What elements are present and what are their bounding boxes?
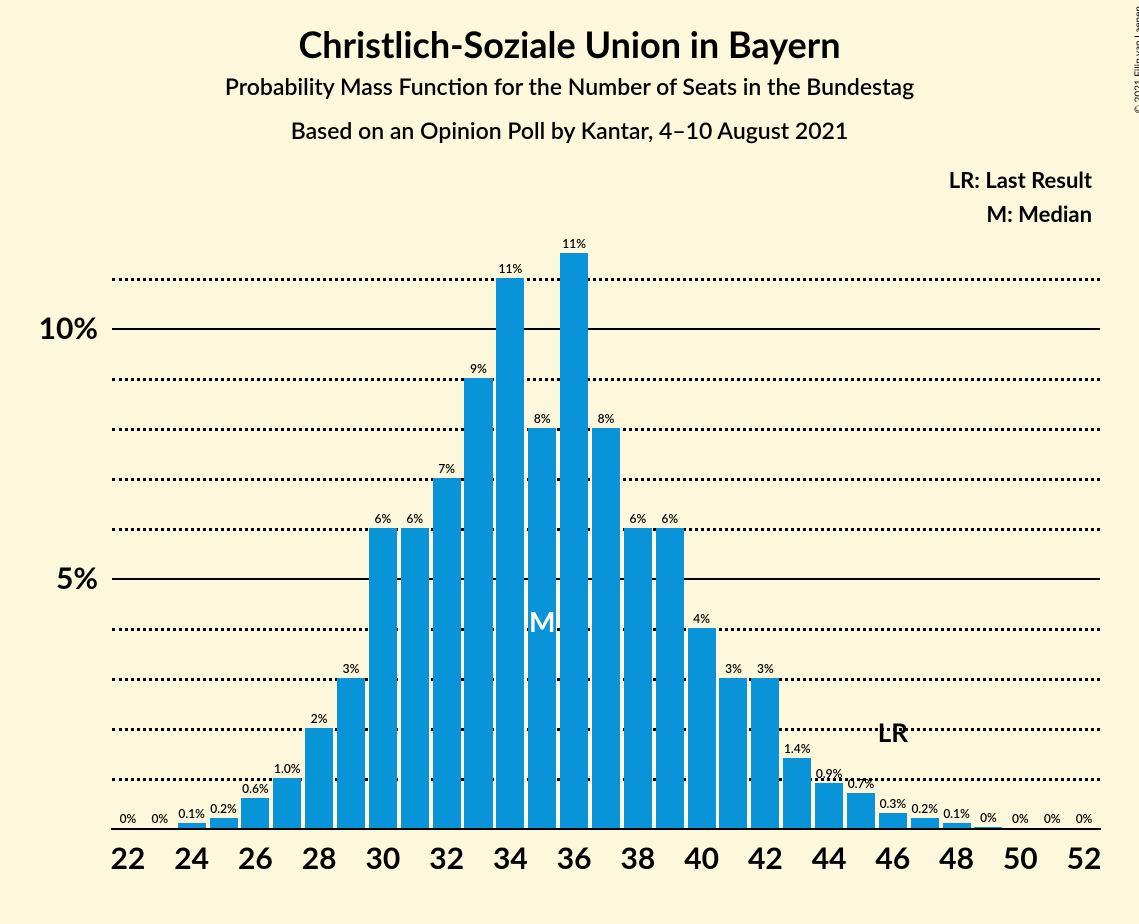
bar: 3%: [719, 678, 747, 828]
bar: 7%: [433, 478, 461, 828]
bar: 0.7%: [847, 793, 875, 828]
bar: 1.0%: [273, 778, 301, 828]
bar-value-label: 0%: [1044, 811, 1061, 828]
bar: 0%: [974, 827, 1002, 829]
x-axis-label: 36: [557, 828, 592, 876]
bar-value-label: 0.7%: [848, 776, 875, 793]
bar-value-label: 0%: [1076, 811, 1093, 828]
bar-value-label: 0.1%: [943, 806, 970, 823]
x-axis-label: 52: [1067, 828, 1102, 876]
copyright-label: © 2021 Filip van Laenen: [1132, 6, 1139, 113]
bar-value-label: 11%: [562, 236, 586, 253]
bar-value-label: 7%: [438, 461, 455, 478]
plot-area: 5%10%222426283032343638404244464850520%0…: [112, 228, 1100, 828]
x-axis-label: 44: [812, 828, 847, 876]
bar-value-label: 6%: [406, 511, 423, 528]
gridline-minor: [112, 278, 1100, 281]
bar: 0.2%: [210, 818, 238, 828]
x-axis-label: 42: [748, 828, 783, 876]
bar-value-label: 3%: [757, 661, 774, 678]
bar: 11%: [496, 278, 524, 828]
bar: 4%: [688, 628, 716, 828]
bar-value-label: 4%: [693, 611, 710, 628]
median-marker: M: [529, 604, 555, 638]
bar-value-label: 1.0%: [274, 761, 301, 778]
bar: 2%: [305, 728, 333, 828]
chart-subtitle-2: Based on an Opinion Poll by Kantar, 4–10…: [0, 116, 1139, 144]
bar: 6%: [369, 528, 397, 828]
bar: 0.9%: [815, 783, 843, 828]
gridline-minor: [112, 378, 1100, 381]
bar-value-label: 0.9%: [816, 766, 843, 783]
bar: 3%: [337, 678, 365, 828]
x-axis-label: 22: [111, 828, 146, 876]
x-axis-label: 50: [1003, 828, 1038, 876]
bar-value-label: 0%: [120, 811, 137, 828]
bar-value-label: 0.6%: [242, 781, 269, 798]
x-axis-label: 48: [939, 828, 974, 876]
bar-value-label: 6%: [630, 511, 647, 528]
bar-value-label: 0.1%: [178, 806, 205, 823]
legend-lr: LR: Last Result: [949, 166, 1092, 193]
y-axis-label: 5%: [56, 560, 112, 596]
x-axis-label: 30: [365, 828, 400, 876]
chart-title: Christlich-Soziale Union in Bayern: [0, 22, 1139, 66]
bar: 6%: [656, 528, 684, 828]
chart-canvas: Christlich-Soziale Union in Bayern Probab…: [0, 0, 1139, 924]
bar-value-label: 8%: [598, 411, 615, 428]
x-axis-label: 46: [875, 828, 910, 876]
x-axis-label: 28: [302, 828, 337, 876]
gridline-major: [112, 328, 1100, 330]
x-axis-label: 32: [429, 828, 464, 876]
bar: 6%: [624, 528, 652, 828]
bar: 1.4%: [783, 758, 811, 828]
last-result-marker: LR: [878, 716, 908, 748]
bar-value-label: 6%: [661, 511, 678, 528]
x-axis-label: 26: [238, 828, 273, 876]
bar: 0.3%: [879, 813, 907, 828]
legend-m: M: Median: [986, 200, 1092, 227]
x-axis-label: 24: [174, 828, 209, 876]
x-axis-label: 38: [620, 828, 655, 876]
bar-value-label: 3%: [343, 661, 360, 678]
bar: 0.1%: [943, 823, 971, 828]
bar-value-label: 9%: [470, 361, 487, 378]
x-axis-label: 40: [684, 828, 719, 876]
bar: 0.2%: [911, 818, 939, 828]
bar-value-label: 0.2%: [210, 801, 237, 818]
x-axis-label: 34: [493, 828, 528, 876]
chart-subtitle-1: Probability Mass Function for the Number…: [0, 72, 1139, 100]
bar: 0.1%: [178, 823, 206, 828]
bar-value-label: 11%: [499, 261, 523, 278]
bar: 0.6%: [241, 798, 269, 828]
bar-value-label: 1.4%: [784, 741, 811, 758]
bar: 6%: [401, 528, 429, 828]
bar-value-label: 0%: [151, 811, 168, 828]
bar-value-label: 0%: [980, 810, 997, 827]
bar: 11%: [560, 253, 588, 828]
y-axis-label: 10%: [39, 310, 112, 346]
bar: 3%: [751, 678, 779, 828]
bar-value-label: 8%: [534, 411, 551, 428]
bar-value-label: 6%: [375, 511, 392, 528]
bar-value-label: 3%: [725, 661, 742, 678]
bar: 9%: [464, 378, 492, 828]
bar: 8%: [592, 428, 620, 828]
bar-value-label: 2%: [311, 711, 328, 728]
bar-value-label: 0.2%: [911, 801, 938, 818]
bar-value-label: 0%: [1012, 811, 1029, 828]
bar-value-label: 0.3%: [880, 796, 907, 813]
